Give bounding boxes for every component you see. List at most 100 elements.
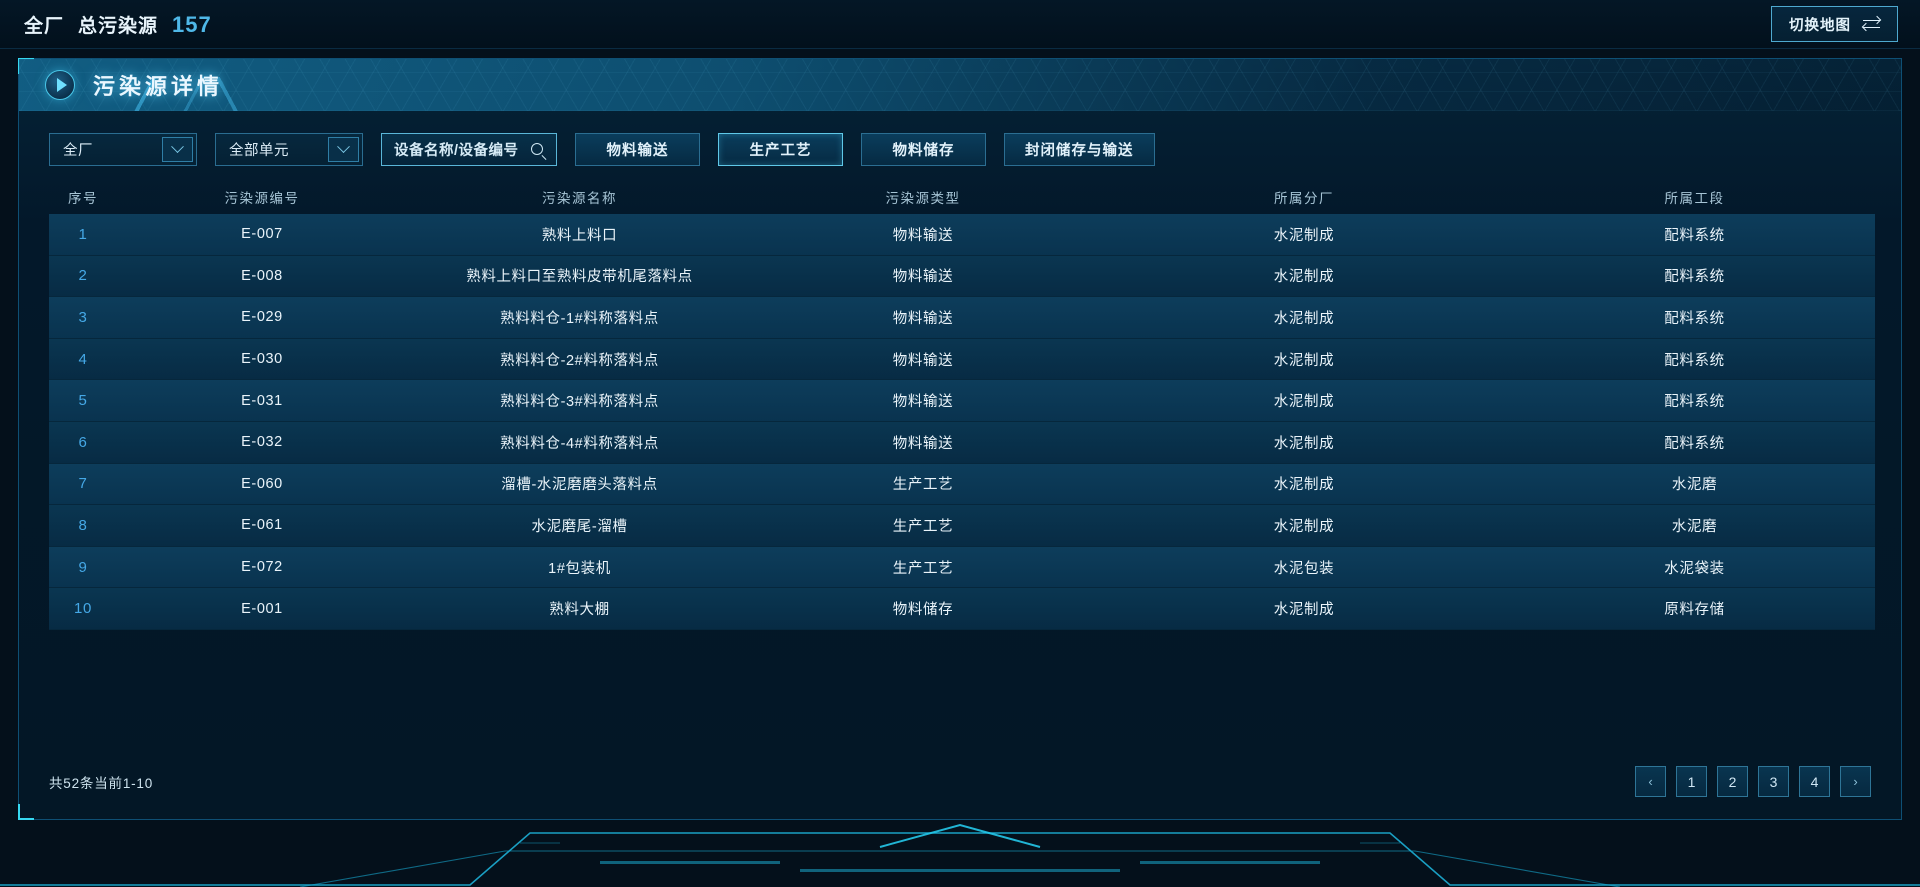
table-row[interactable]: 10 E-001 熟料大棚 物料储存 水泥制成 原料存储 [49, 588, 1875, 630]
cell-factory: 水泥制成 [1273, 435, 1335, 452]
play-icon [45, 70, 75, 100]
cell-name: 熟料大棚 [549, 602, 610, 619]
table-row[interactable]: 3 E-029 熟料料仓-1#料称落料点 物料输送 水泥制成 配料系统 [49, 297, 1875, 339]
cell-type: 生产工艺 [892, 477, 954, 494]
cell-name: 溜槽-水泥磨磨头落料点 [501, 477, 658, 494]
column-header-name: 污染源名称 [542, 191, 617, 206]
cell-code: E-061 [241, 517, 283, 534]
cell-type: 生产工艺 [892, 560, 954, 577]
cell-section: 配料系统 [1664, 269, 1725, 286]
cell-factory: 水泥制成 [1273, 269, 1335, 286]
cell-index: 10 [74, 600, 92, 618]
cell-index: 6 [78, 433, 88, 451]
unit-select[interactable]: 全部单元 [215, 133, 363, 166]
pagination-prev-button[interactable]: ‹ [1635, 766, 1666, 797]
cell-code: E-060 [241, 475, 283, 492]
cell-name: 熟料料仓-4#料称落料点 [500, 435, 659, 452]
cell-section: 配料系统 [1664, 310, 1725, 327]
search-placeholder: 设备名称/设备编号 [394, 143, 519, 159]
cell-factory: 水泥制成 [1273, 227, 1335, 244]
cell-index: 9 [78, 558, 88, 576]
total-source-label: 总污染源 [78, 15, 159, 37]
table-row[interactable]: 9 E-072 1#包装机 生产工艺 水泥包装 水泥袋装 [49, 546, 1875, 589]
cell-name: 熟料上料口至熟料皮带机尾落料点 [466, 269, 693, 286]
cell-factory: 水泥制成 [1273, 518, 1335, 535]
pagination-page-2[interactable]: 2 [1717, 766, 1748, 797]
cell-index: 3 [78, 308, 88, 326]
cell-type: 物料输送 [892, 394, 954, 411]
bottom-decoration [0, 817, 1920, 887]
cell-section: 水泥袋装 [1664, 560, 1725, 577]
table-footer: 共52条当前1-10 ‹ 1 2 3 4 › [49, 766, 1871, 797]
cell-index: 5 [78, 392, 88, 410]
cell-section: 水泥磨 [1671, 477, 1718, 494]
cell-type: 物料输送 [892, 227, 954, 244]
plant-select[interactable]: 全厂 [49, 133, 197, 166]
cell-section: 原料存储 [1664, 602, 1725, 619]
cell-factory: 水泥制成 [1273, 477, 1335, 494]
cell-name: 熟料料仓-1#料称落料点 [500, 310, 659, 327]
cell-name: 熟料料仓-3#料称落料点 [500, 394, 659, 411]
cell-type: 物料输送 [892, 352, 954, 369]
table-row[interactable]: 4 E-030 熟料料仓-2#料称落料点 物料输送 水泥制成 配料系统 [49, 338, 1875, 381]
cell-name: 熟料上料口 [541, 227, 618, 244]
cell-code: E-032 [241, 434, 283, 451]
top-bar: 全厂 总污染源 157 切换地图 [0, 0, 1920, 49]
scope-label: 全厂 [24, 15, 65, 37]
cell-section: 水泥磨 [1671, 518, 1718, 535]
map-switch-button[interactable]: 切换地图 [1771, 6, 1898, 42]
cell-section: 配料系统 [1664, 435, 1725, 452]
cell-code: E-029 [241, 309, 283, 326]
column-header-factory: 所属分厂 [1274, 191, 1334, 206]
filter-button-enclosed-storage-transport[interactable]: 封闭储存与输送 [1004, 133, 1155, 166]
filter-button-production-process[interactable]: 生产工艺 [718, 133, 843, 166]
cell-type: 物料输送 [892, 269, 954, 286]
search-icon[interactable] [531, 143, 543, 155]
table-row[interactable]: 7 E-060 溜槽-水泥磨磨头落料点 生产工艺 水泥制成 水泥磨 [49, 463, 1875, 506]
cell-index: 2 [78, 267, 88, 285]
cell-type: 生产工艺 [892, 518, 954, 535]
unit-select-value: 全部单元 [229, 143, 289, 159]
page-title: 污染源详情 [93, 74, 224, 99]
pagination-page-1[interactable]: 1 [1676, 766, 1707, 797]
cell-factory: 水泥制成 [1273, 394, 1335, 411]
filter-button-material-storage[interactable]: 物料储存 [861, 133, 986, 166]
cell-code: E-008 [241, 267, 283, 284]
cell-code: E-072 [241, 559, 283, 576]
column-header-section: 所属工段 [1664, 191, 1725, 206]
chevron-down-icon[interactable] [328, 137, 359, 162]
table-row[interactable]: 5 E-031 熟料料仓-3#料称落料点 物料输送 水泥制成 配料系统 [49, 380, 1875, 422]
table-row[interactable]: 2 E-008 熟料上料口至熟料皮带机尾落料点 物料输送 水泥制成 配料系统 [49, 255, 1875, 298]
pagination: ‹ 1 2 3 4 › [1635, 766, 1871, 797]
cell-name: 1#包装机 [548, 560, 611, 577]
cell-section: 配料系统 [1664, 394, 1725, 411]
cell-index: 8 [78, 516, 88, 534]
cell-factory: 水泥包装 [1273, 560, 1335, 577]
column-header-index: 序号 [68, 191, 98, 206]
cell-factory: 水泥制成 [1273, 352, 1335, 369]
pollution-detail-panel: 污染源详情 全厂 全部单元 设备名称/设备编号 物料输送 生产工艺 物料储存 封… [18, 58, 1902, 820]
cell-code: E-007 [241, 226, 283, 243]
pollution-summary: 全厂 总污染源 157 [24, 11, 212, 38]
filter-toolbar: 全厂 全部单元 设备名称/设备编号 物料输送 生产工艺 物料储存 封闭储存与输送 [49, 133, 1155, 166]
search-input[interactable]: 设备名称/设备编号 [381, 133, 557, 166]
map-switch-label: 切换地图 [1789, 17, 1851, 34]
swap-icon [1861, 15, 1882, 32]
cell-code: E-031 [241, 392, 283, 409]
pollution-source-table: 序号 污染源编号 污染源名称 污染源类型 所属分厂 所属工段 1 E-007 熟… [49, 180, 1875, 630]
pagination-next-button[interactable]: › [1840, 766, 1871, 797]
cell-factory: 水泥制成 [1273, 310, 1335, 327]
table-row[interactable]: 6 E-032 熟料料仓-4#料称落料点 物料输送 水泥制成 配料系统 [49, 421, 1875, 464]
cell-type: 物料输送 [892, 435, 954, 452]
cell-index: 7 [78, 475, 88, 493]
cell-section: 配料系统 [1664, 352, 1725, 369]
cell-name: 熟料料仓-2#料称落料点 [500, 352, 659, 369]
panel-header: 污染源详情 [19, 59, 1901, 111]
table-row[interactable]: 1 E-007 熟料上料口 物料输送 水泥制成 配料系统 [49, 214, 1875, 256]
pagination-page-4[interactable]: 4 [1799, 766, 1830, 797]
pagination-page-3[interactable]: 3 [1758, 766, 1789, 797]
table-row[interactable]: 8 E-061 水泥磨尾-溜槽 生产工艺 水泥制成 水泥磨 [49, 505, 1875, 547]
filter-button-material-transport[interactable]: 物料输送 [575, 133, 700, 166]
chevron-down-icon[interactable] [162, 137, 193, 162]
